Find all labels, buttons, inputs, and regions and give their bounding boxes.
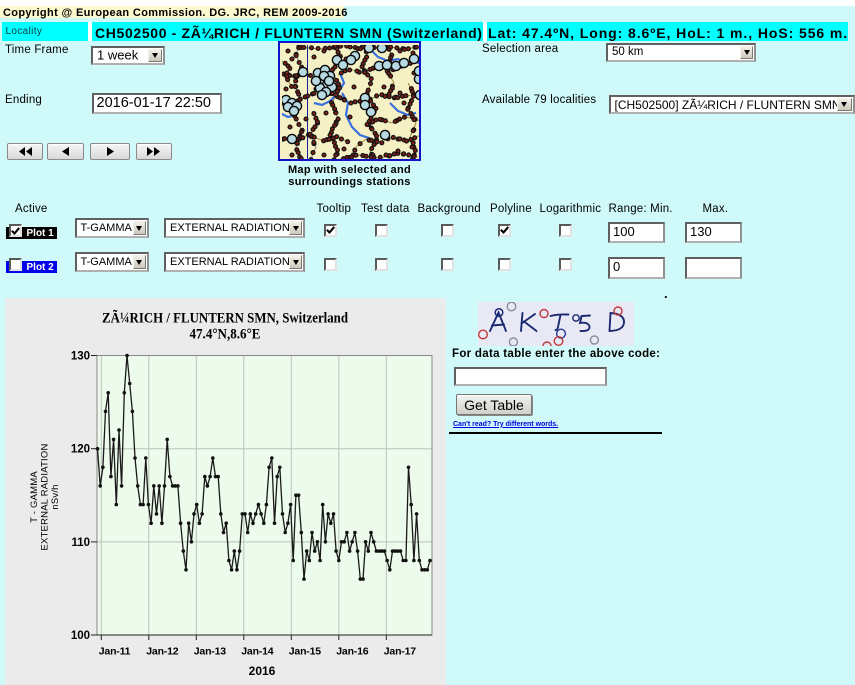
svg-text:Jan-13: Jan-13 [194, 646, 226, 658]
svg-text:47.4°N,8.6°E: 47.4°N,8.6°E [190, 327, 261, 343]
svg-text:nSv/h: nSv/h [50, 484, 61, 509]
svg-text:110: 110 [71, 537, 90, 549]
svg-text:Jan-15: Jan-15 [289, 646, 321, 658]
svg-text:Jan-11: Jan-11 [99, 646, 131, 658]
svg-text:130: 130 [71, 351, 90, 363]
svg-text:2016: 2016 [249, 664, 276, 678]
svg-text:100: 100 [71, 630, 90, 642]
svg-text:Jan-14: Jan-14 [241, 646, 273, 658]
svg-text:Jan-12: Jan-12 [146, 646, 178, 658]
svg-text:ZÃ¼RICH / FLUNTERN SMN, Switze: ZÃ¼RICH / FLUNTERN SMN, Switzerland [102, 309, 349, 327]
svg-text:EXTERNAL RADIATION: EXTERNAL RADIATION [40, 443, 51, 550]
svg-text:Jan-16: Jan-16 [336, 646, 368, 658]
svg-text:Jan-17: Jan-17 [384, 646, 416, 658]
svg-text:T - GAMMA: T - GAMMA [29, 471, 40, 523]
svg-text:120: 120 [71, 444, 90, 456]
